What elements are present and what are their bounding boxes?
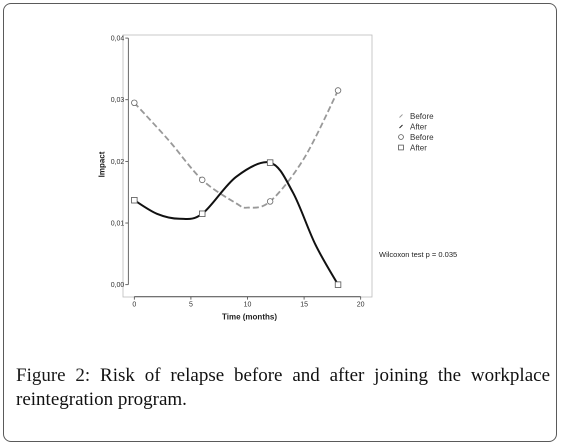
figure-frame [3,3,557,442]
data-point-before [266,198,274,205]
data-point-before [131,99,138,107]
caption-text: Risk of relapse before and after joining… [16,365,551,410]
wilcoxon-annotation: Wilcoxon test p = 0.035 [379,250,457,259]
y-tick-label: 0,02 [111,159,125,166]
legend-symbol-dash [399,114,403,118]
x-tick-label: 15 [300,302,308,309]
data-point-after [131,197,138,204]
x-tick-label: 5 [189,302,193,309]
data-point-after [266,159,274,166]
y-tick-label: 0,04 [111,36,125,43]
chart: 0,00 0,01 0,02 0,03 0,04 0 5 10 15 20 Time (months… [97,34,457,322]
y-axis-title: Impact [97,151,106,177]
legend-symbol-circle [398,134,404,140]
plot-area [122,34,373,298]
series-line-before [133,90,339,209]
legend-label: Before [410,133,434,142]
y-tick-label: 0,03 [111,97,125,104]
figure-caption: Figure 2: Risk of relapse before and aft… [16,364,550,412]
data-point-after [334,281,342,288]
caption-label: Figure 2: [16,365,91,386]
y-tick-label: 0,01 [111,221,125,228]
data-point-before [334,87,342,94]
legend-symbol-solid [399,124,403,129]
y-tick-label: 0,00 [111,282,125,289]
legend-label: After [410,123,427,132]
legend-label: Before [410,112,434,121]
legend-symbol-square [398,144,404,151]
series-layer [131,87,342,288]
axes: 0,00 0,01 0,02 0,03 0,04 0 5 10 15 20 Time (months… [97,36,364,322]
series-line-after [133,161,339,286]
x-axis-title: Time (months) [222,313,277,322]
legend-label: After [410,144,427,153]
x-tick-label: 20 [357,302,365,309]
data-point-before [199,176,206,184]
x-tick-label: 10 [244,302,252,309]
x-tick-label: 0 [132,302,136,309]
data-point-after [199,210,206,217]
